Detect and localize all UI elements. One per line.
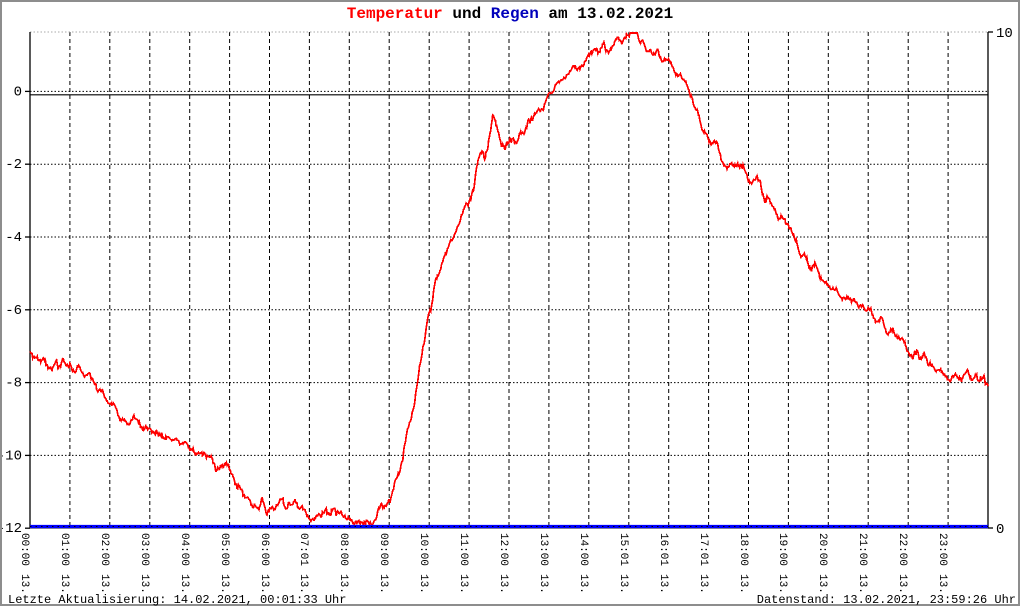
svg-text:-8: -8	[5, 376, 22, 392]
svg-text:0: 0	[14, 84, 22, 100]
svg-text:10: 10	[996, 26, 1013, 42]
svg-text:-4: -4	[5, 230, 22, 246]
svg-text:-10: -10	[2, 448, 22, 464]
svg-text:-6: -6	[5, 303, 22, 319]
svg-text:0: 0	[996, 522, 1004, 538]
svg-text:-2: -2	[5, 157, 22, 173]
svg-text:-12: -12	[2, 521, 22, 537]
